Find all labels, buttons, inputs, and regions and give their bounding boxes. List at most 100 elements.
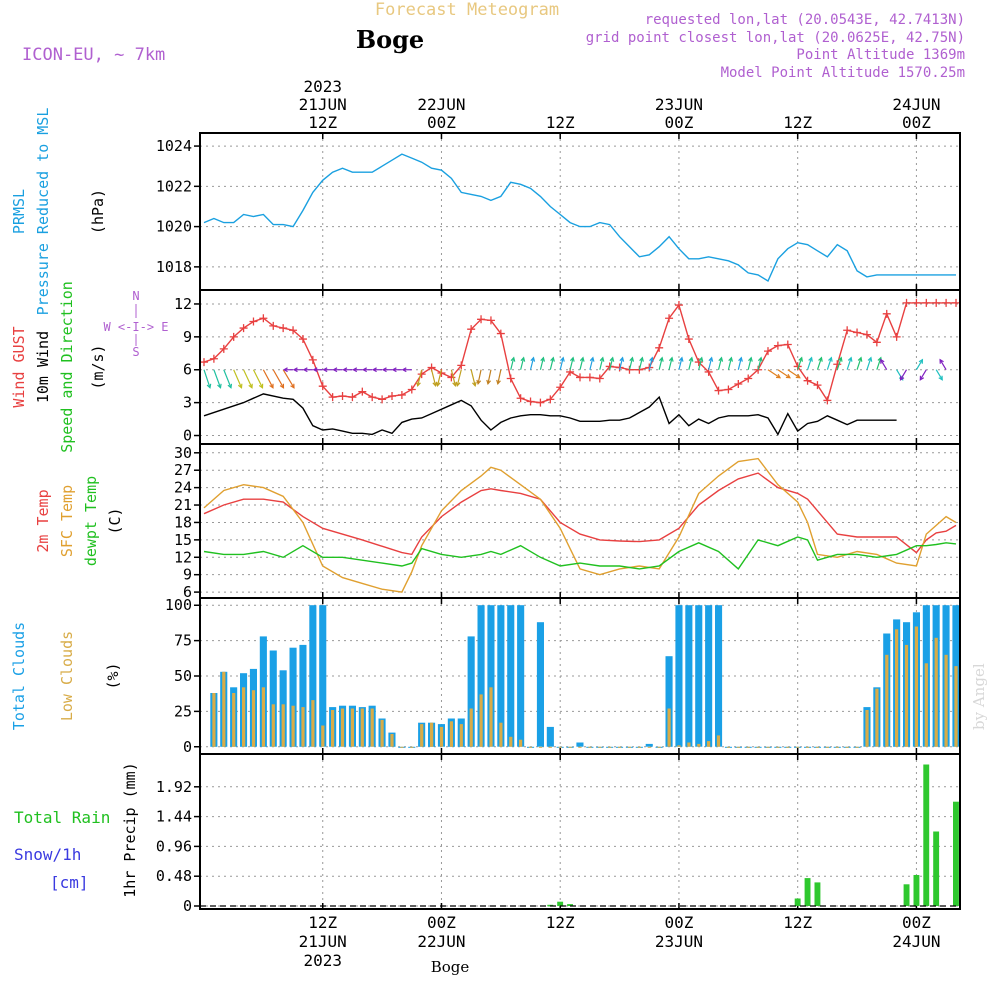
wind-arrow xyxy=(549,357,554,370)
cloud-bar xyxy=(608,746,612,748)
cloud-bar xyxy=(251,690,256,747)
gust-marker xyxy=(833,360,842,369)
cloud-bar xyxy=(467,636,475,747)
cloud-bar xyxy=(517,605,525,747)
bottom-axis-label: 24JUN xyxy=(892,932,940,951)
cloud-bar xyxy=(825,746,829,748)
gust-marker xyxy=(882,309,891,318)
gridpoint-coords: grid point closest lon,lat (20.0625E, 42… xyxy=(586,30,965,46)
panel-side-label: (hPa) xyxy=(89,189,107,234)
y-tick-label: 12 xyxy=(174,295,192,313)
cloud-bar xyxy=(269,650,277,747)
y-tick-label: 6 xyxy=(183,583,192,601)
panel-side-label: 2m Temp xyxy=(34,489,52,552)
compass-we: W <-I-> E xyxy=(103,320,168,334)
wind-arrow-head xyxy=(312,367,318,373)
location-title: Boge xyxy=(356,25,424,54)
wind-arrow-head xyxy=(728,356,734,362)
cloud-bar xyxy=(796,746,800,748)
wind-arrow-head xyxy=(540,356,546,362)
wind-arrow xyxy=(939,359,947,371)
cloud-bar xyxy=(311,700,315,747)
y-tick-label: 0 xyxy=(183,427,192,445)
wind-arrow xyxy=(487,369,492,384)
cloud-bar xyxy=(538,746,542,748)
gust-marker xyxy=(506,374,515,383)
wind-arrow-head xyxy=(649,356,654,362)
wind-arrow xyxy=(609,357,614,370)
gust-marker xyxy=(625,365,634,374)
footer-location: Boge xyxy=(431,958,470,976)
wind-arrow-head xyxy=(486,379,492,385)
wind-arrow-head xyxy=(258,383,264,389)
gust-marker xyxy=(556,383,565,392)
cloud-bar xyxy=(271,704,275,747)
wind-arrow xyxy=(203,369,211,388)
wind-arrow-head xyxy=(837,356,843,362)
wind-arrow xyxy=(668,357,673,370)
cloud-bar xyxy=(400,746,404,748)
panel-side-label: Speed and Direction xyxy=(58,281,76,453)
gust-marker xyxy=(318,382,327,391)
gust-marker xyxy=(813,381,822,390)
gust-marker xyxy=(368,393,377,402)
cloud-bar xyxy=(499,722,503,747)
rain-bar xyxy=(933,831,940,906)
wind-arrow-head xyxy=(738,356,743,362)
wind-arrow xyxy=(826,357,832,370)
cloud-bar xyxy=(321,725,325,747)
plot-area xyxy=(203,457,957,593)
gust-marker xyxy=(714,386,723,395)
wind-arrow-head xyxy=(381,367,387,373)
cloud-bar xyxy=(855,746,859,748)
y-tick-label: 30 xyxy=(174,444,192,462)
gust-marker xyxy=(734,379,743,388)
gust-marker xyxy=(328,393,337,402)
plot-area xyxy=(210,605,960,748)
gust-marker xyxy=(872,338,881,347)
cloud-bar xyxy=(766,746,770,748)
gust-marker xyxy=(467,325,476,334)
wind-arrow-head xyxy=(828,356,833,362)
cloud-bar xyxy=(487,605,495,747)
panel-side-label: Low Clouds xyxy=(58,631,76,721)
model-label: ICON-EU, ~ 7km xyxy=(22,45,165,65)
cloud-bar xyxy=(815,746,820,748)
wind-arrow-head xyxy=(510,356,516,362)
wind-arrow-head xyxy=(455,381,461,387)
cloud-bar xyxy=(904,644,909,747)
gust-marker xyxy=(378,395,387,404)
y-tick-label: 1.44 xyxy=(156,808,192,826)
wind-arrow-head xyxy=(678,356,684,362)
gust-marker xyxy=(526,397,535,406)
wind-arrow-head xyxy=(292,367,298,373)
precip-side-label: Total Rain xyxy=(14,808,110,827)
wind-arrow-head xyxy=(290,383,295,389)
wind-arrow-head xyxy=(938,375,943,381)
panel-side-label: PRMSL xyxy=(10,189,28,234)
series-line xyxy=(203,302,956,404)
cloud-bar xyxy=(242,687,246,747)
wind-arrow xyxy=(539,357,545,370)
rain-bar xyxy=(953,801,959,906)
cloud-bar xyxy=(627,746,632,748)
cloud-bar xyxy=(756,746,760,748)
wind-arrow xyxy=(559,357,564,370)
y-tick-label: 1.92 xyxy=(156,778,192,796)
wind-arrow xyxy=(880,359,888,371)
cloud-bar xyxy=(845,746,849,748)
gust-marker xyxy=(308,355,317,364)
y-tick-label: 6 xyxy=(183,361,192,379)
gust-marker xyxy=(595,374,604,383)
cloud-bar xyxy=(695,605,703,747)
cloud-bar xyxy=(548,746,552,748)
cloud-bar xyxy=(331,710,335,747)
cloud-bar xyxy=(477,605,485,747)
wind-arrow xyxy=(233,369,243,388)
cloud-bar xyxy=(350,708,354,747)
gust-marker xyxy=(249,317,258,326)
wind-arrow xyxy=(569,357,574,370)
rain-bar xyxy=(804,878,811,906)
wind-arrow-head xyxy=(560,356,565,362)
